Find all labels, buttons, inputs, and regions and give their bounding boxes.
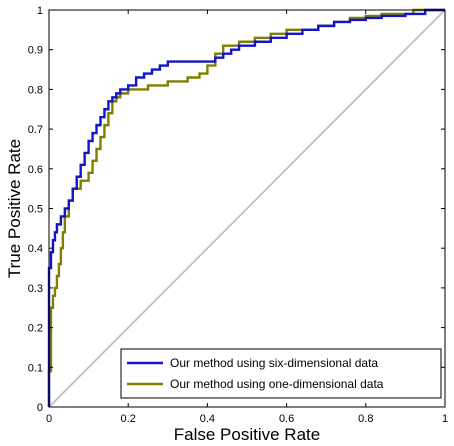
legend-entry-one-dimensional: Our method using one-dimensional data [170, 377, 384, 391]
x-tick-label: 1 [442, 413, 448, 425]
y-tick-label: 0.5 [28, 204, 43, 216]
y-tick-label: 0.6 [28, 164, 43, 176]
y-tick-label: 1 [37, 5, 43, 17]
y-tick-label: 0.8 [28, 84, 43, 96]
y-tick-label: 0.4 [28, 243, 43, 255]
x-tick-label: 0.6 [279, 413, 294, 425]
y-tick-label: 0.2 [28, 323, 43, 335]
y-tick-label: 0.3 [28, 283, 43, 295]
y-tick-label: 0.1 [28, 362, 43, 374]
x-axis-label: False Positive Rate [174, 425, 320, 444]
reference-diagonal [48, 9, 446, 408]
x-tick-label: 0 [46, 413, 52, 425]
y-tick-label: 0.7 [28, 124, 43, 136]
series-line-six-dimensional [47, 8, 445, 407]
x-tick-label: 0.8 [358, 413, 373, 425]
y-tick-label: 0 [37, 402, 43, 414]
series-layer [47, 8, 445, 407]
reference-diagonal-layer [48, 9, 446, 408]
legend: Our method using six-dimensional data Ou… [120, 348, 442, 399]
y-axis-label: True Positive Rate [5, 139, 24, 278]
legend-box [120, 348, 442, 399]
legend-entry-six-dimensional: Our method using six-dimensional data [170, 356, 378, 370]
x-tick-label: 0.4 [200, 413, 215, 425]
x-tick-label: 0.2 [121, 413, 136, 425]
y-tick-label: 0.9 [28, 45, 43, 57]
ticks-layer: 0 0.2 0.4 0.6 0.8 1 0 0.1 0.2 0.3 0.4 0.5 0.6 0.7 0.8 0… [28, 5, 448, 425]
